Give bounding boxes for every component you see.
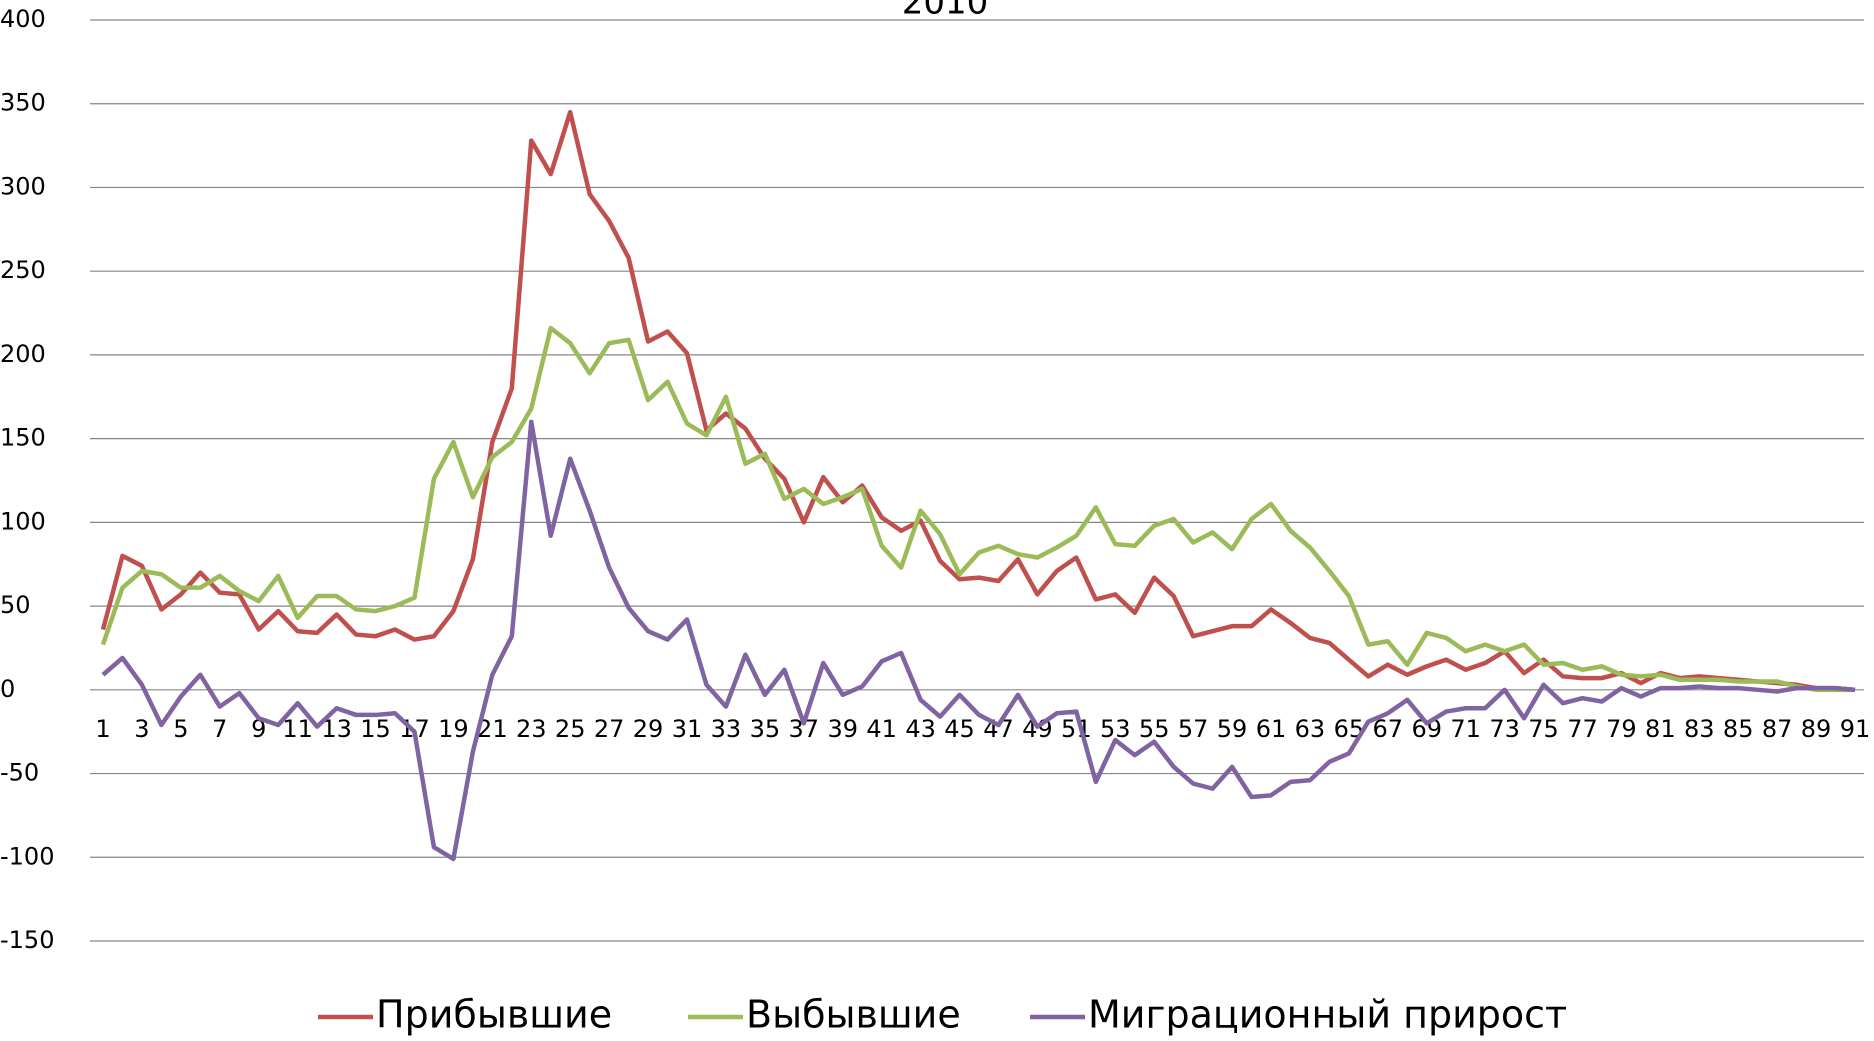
x-tick-label: 81 (1645, 715, 1676, 743)
y-tick-label: 300 (0, 172, 46, 200)
x-tick-label: 63 (1295, 715, 1326, 743)
series-line (100, 109, 1856, 693)
x-tick-label: 83 (1684, 715, 1715, 743)
x-tick-label: 29 (633, 715, 664, 743)
x-tick-label: 91 (1840, 715, 1871, 743)
y-tick-label: 50 (0, 591, 31, 619)
y-tick-label: -100 (0, 842, 54, 870)
x-tick-label: 25 (555, 715, 586, 743)
x-tick-label: 85 (1723, 715, 1754, 743)
legend-label: Выбывшие (746, 993, 961, 1037)
x-tick-label: 71 (1450, 715, 1481, 743)
y-tick-label: 400 (0, 5, 46, 33)
x-tick-label: 39 (827, 715, 858, 743)
y-tick-label: -50 (0, 759, 39, 787)
y-tick-label: 100 (0, 507, 46, 535)
x-tick-label: 55 (1139, 715, 1170, 743)
x-tick-label: 79 (1606, 715, 1637, 743)
x-tick-label: 27 (594, 715, 625, 743)
y-tick-label: 200 (0, 340, 46, 368)
x-tick-label: 75 (1528, 715, 1559, 743)
x-tick-label: 19 (438, 715, 469, 743)
x-tick-label: 1 (95, 715, 110, 743)
y-tick-label: -150 (0, 926, 54, 954)
x-tick-label: 61 (1256, 715, 1287, 743)
legend-label: Прибывшие (376, 993, 612, 1037)
x-tick-label: 3 (134, 715, 149, 743)
y-tick-label: 0 (0, 675, 15, 703)
x-tick-label: 31 (672, 715, 703, 743)
x-tick-label: 41 (866, 715, 897, 743)
x-tick-label: 43 (905, 715, 936, 743)
x-tick-label: 23 (516, 715, 547, 743)
x-tick-label: 73 (1489, 715, 1520, 743)
x-tick-label: 59 (1217, 715, 1248, 743)
x-tick-label: 11 (282, 715, 313, 743)
x-tick-label: 57 (1178, 715, 1209, 743)
x-tick-label: 7 (212, 715, 227, 743)
x-tick-label: 5 (173, 715, 188, 743)
legend-label: Миграционный прирост (1088, 993, 1567, 1037)
x-tick-label: 15 (360, 715, 391, 743)
x-tick-label: 33 (711, 715, 742, 743)
series-line (101, 419, 1856, 862)
x-tick-label: 89 (1801, 715, 1832, 743)
y-tick-label: 150 (0, 424, 46, 452)
series-line (100, 325, 1855, 693)
x-tick-label: 77 (1567, 715, 1598, 743)
x-tick-label: 35 (750, 715, 781, 743)
y-tick-label: 250 (0, 256, 46, 284)
chart-title: 2010 (902, 0, 989, 23)
y-tick-label: 350 (0, 89, 46, 117)
x-tick-label: 45 (944, 715, 975, 743)
x-tick-label: 87 (1762, 715, 1793, 743)
